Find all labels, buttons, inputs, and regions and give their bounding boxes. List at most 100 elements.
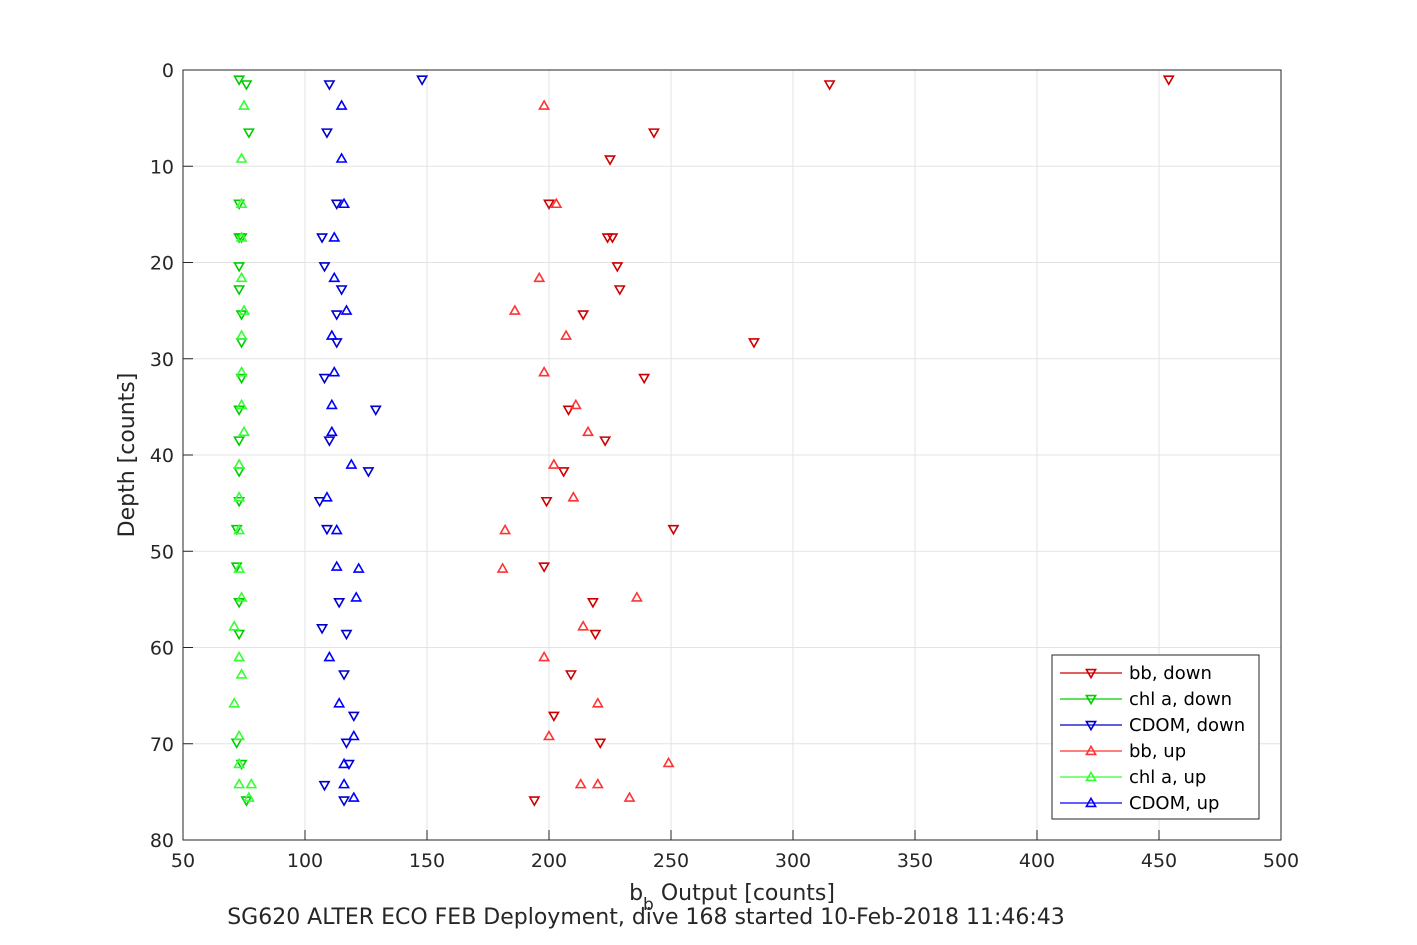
y-tick-label: 60 [150,638,174,660]
data-point [233,285,246,296]
y-tick-label: 40 [150,445,174,467]
y-tick-label: 80 [150,830,174,852]
data-point [233,729,246,741]
data-point [233,496,246,508]
data-point [599,436,612,447]
data-point [230,524,243,536]
data-point [318,262,331,273]
data-point [323,80,336,91]
data-point [582,425,595,437]
data-point [591,697,604,708]
x-tick-label: 50 [171,850,195,872]
data-point [333,697,346,708]
data-point [233,562,246,573]
data-point [338,757,351,769]
data-point [538,366,551,377]
data-point [823,80,836,91]
data-point [238,425,250,437]
data-point [330,560,343,571]
data-point [362,467,375,478]
data-point [352,562,365,573]
data-point [328,271,341,283]
data-point [233,458,246,469]
data-point [333,598,346,609]
data-point [233,436,246,447]
data-point [547,458,560,469]
data-point [562,405,575,416]
data-point [316,233,329,244]
data-point [662,756,675,768]
series-0 [528,75,1175,807]
data-markers [228,75,1175,807]
data-point [638,373,651,385]
data-point [667,524,680,536]
data-point [369,405,382,416]
y-axis-label: Depth [counts] [115,373,140,538]
data-point [574,777,587,789]
data-point [325,398,338,410]
axis-ticks [182,69,1282,841]
data-point [330,523,343,535]
x-tick-label: 300 [775,850,811,872]
data-point [647,128,660,139]
x-axis-label-base: b [629,881,643,906]
data-point [233,491,246,502]
legend-marker [1085,694,1097,706]
data-point [323,650,336,662]
data-point [335,285,348,296]
data-point [350,591,363,602]
legend-label: chl a, down [1129,689,1232,710]
y-tick-label: 30 [150,349,174,371]
legend-label: bb, down [1129,663,1212,684]
data-point [630,591,643,602]
legend-box [1051,654,1260,820]
data-point [533,271,546,283]
data-point [528,796,541,807]
data-point [242,128,255,139]
legend-marker [1085,796,1097,808]
legend-marker [1085,770,1097,782]
y-tick-label: 20 [150,253,174,275]
legend-label: CDOM, up [1129,793,1219,814]
data-point [240,80,253,91]
data-point [547,711,560,723]
y-tick-label: 0 [162,60,174,82]
y-tick-label: 10 [150,156,174,178]
data-point [233,405,246,416]
y-tick-labels: 0 10 20 30 40 50 60 70 80 [150,60,174,852]
data-point [235,591,248,602]
data-point [338,670,351,681]
series-3 [496,99,675,802]
data-point [611,262,624,273]
data-point [606,233,619,244]
data-point [347,711,360,723]
data-point [577,620,590,631]
data-point [325,329,338,340]
data-point [1162,75,1175,86]
x-axis-label-subscript: b [643,895,654,915]
x-axis-label-rest: Output [counts] [654,881,835,906]
data-point [320,524,333,536]
data-point [543,729,555,741]
data-point [335,99,348,110]
data-point [325,425,338,437]
data-point [623,791,636,802]
data-point [233,598,246,609]
data-point [233,757,246,769]
data-point [320,128,333,139]
data-point [540,496,553,508]
data-point [340,629,353,641]
series-4 [228,99,258,802]
data-point [228,697,241,708]
data-point [233,262,246,273]
data-point [235,329,248,340]
data-point [233,650,246,662]
data-point [577,310,590,321]
data-point [228,620,241,631]
legend-label: CDOM, down [1129,715,1245,736]
data-point [594,738,607,749]
data-point [550,197,563,209]
data-point [543,199,555,210]
data-point [233,199,246,210]
data-point [316,623,329,635]
